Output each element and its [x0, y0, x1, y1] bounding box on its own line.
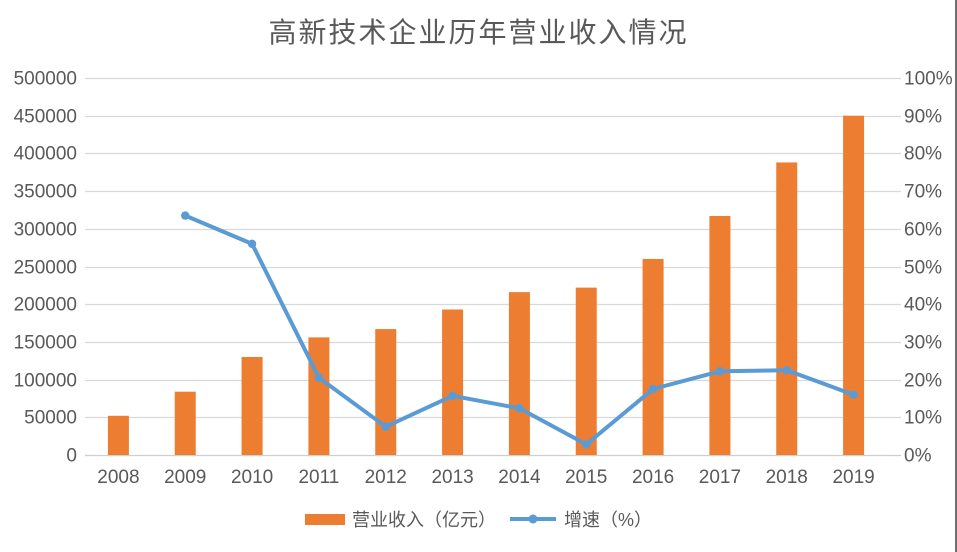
growth-line-marker: [515, 404, 524, 413]
svg-text:150000: 150000: [14, 333, 77, 354]
revenue-bar: [508, 292, 530, 455]
growth-line-marker: [181, 211, 190, 220]
svg-text:2016: 2016: [632, 467, 674, 488]
svg-text:50000: 50000: [24, 408, 77, 429]
growth-line-marker: [448, 391, 457, 401]
revenue-bar: [642, 258, 664, 455]
svg-text:30%: 30%: [904, 333, 942, 354]
revenue-bar: [241, 356, 263, 455]
revenue-bar: [174, 391, 196, 455]
right-axis-labels: 0% 10% 20% 30% 40% 50% 60% 70% 80% 90% 100%: [904, 69, 953, 467]
growth-line-marker: [381, 422, 390, 431]
svg-text:250000: 250000: [14, 258, 77, 279]
x-axis-labels: 2008 2009 2010 2011 2012 2013 2014 2015 2016 2017…: [97, 467, 874, 488]
growth-line-marker: [782, 365, 791, 375]
chart-legend: 营业收入（亿元） 增速（%）: [0, 506, 957, 532]
svg-text:70%: 70%: [904, 182, 942, 203]
svg-text:40%: 40%: [904, 295, 942, 316]
line-series-growth: [181, 211, 858, 449]
growth-line-marker: [247, 239, 257, 249]
growth-line-marker: [849, 390, 858, 399]
legend-revenue-label: 营业收入（亿元）: [351, 510, 496, 530]
svg-text:200000: 200000: [14, 295, 77, 316]
svg-text:2011: 2011: [298, 467, 339, 488]
svg-text:2009: 2009: [164, 467, 206, 488]
legend-bar-swatch-icon: [304, 513, 345, 525]
growth-line-marker: [648, 384, 658, 394]
svg-text:10%: 10%: [904, 408, 942, 429]
revenue-bar: [442, 309, 464, 455]
svg-text:350000: 350000: [14, 182, 77, 203]
svg-text:2012: 2012: [365, 467, 407, 488]
revenue-bar: [776, 162, 798, 455]
svg-text:100%: 100%: [904, 69, 953, 90]
svg-text:90%: 90%: [904, 107, 942, 128]
svg-text:80%: 80%: [904, 144, 942, 165]
svg-text:2014: 2014: [498, 467, 541, 488]
svg-text:2010: 2010: [231, 467, 273, 488]
growth-line-marker: [582, 440, 591, 449]
svg-text:0: 0: [66, 446, 77, 467]
revenue-bar: [107, 415, 129, 455]
bar-series-revenue: [107, 115, 865, 455]
svg-text:20%: 20%: [904, 371, 942, 392]
chart-title: 高新技术企业历年营业收入情况: [268, 18, 689, 49]
svg-text:60%: 60%: [904, 220, 942, 241]
legend-line-swatch-icon: [509, 514, 556, 524]
revenue-bar: [575, 287, 597, 455]
gridlines: [85, 77, 901, 457]
revenue-bar: [375, 329, 397, 455]
svg-text:2008: 2008: [97, 467, 139, 488]
legend-item-revenue: 营业收入（亿元）: [304, 506, 496, 532]
svg-text:0%: 0%: [904, 446, 932, 467]
svg-text:2013: 2013: [431, 467, 473, 488]
revenue-bar: [709, 215, 731, 455]
svg-text:400000: 400000: [14, 144, 77, 165]
growth-line-marker: [314, 373, 324, 382]
left-axis-labels: 0 50000 100000 150000 200000 250000 300000 3500…: [14, 69, 77, 467]
svg-text:100000: 100000: [14, 371, 77, 392]
legend-growth-label: 增速（%）: [563, 510, 652, 530]
legend-item-growth: 增速（%）: [509, 506, 652, 532]
growth-line-marker: [715, 367, 725, 376]
svg-text:50%: 50%: [904, 258, 942, 279]
svg-text:2018: 2018: [766, 467, 808, 488]
svg-text:2017: 2017: [699, 467, 741, 488]
window-right-border: [955, 0, 957, 552]
revenue-bar: [308, 337, 330, 455]
svg-text:450000: 450000: [14, 107, 77, 128]
svg-text:2019: 2019: [832, 467, 874, 488]
revenue-bar: [843, 115, 865, 455]
svg-text:500000: 500000: [14, 69, 77, 90]
svg-text:2015: 2015: [565, 467, 607, 488]
svg-text:300000: 300000: [14, 220, 77, 241]
